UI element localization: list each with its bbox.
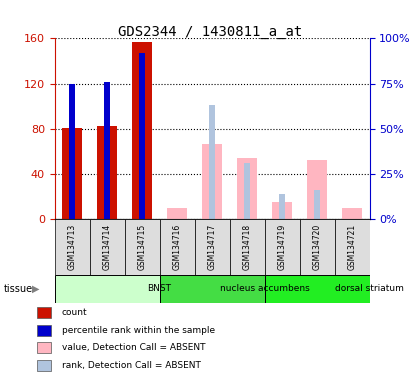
Text: tissue: tissue: [4, 284, 33, 294]
Bar: [160, 275, 265, 303]
Text: dorsal striatum: dorsal striatum: [335, 285, 404, 293]
Text: BNST: BNST: [147, 285, 172, 293]
Bar: [97, 126, 117, 219]
Bar: [265, 275, 370, 303]
Text: rank, Detection Call = ABSENT: rank, Detection Call = ABSENT: [62, 361, 201, 370]
Bar: [55, 219, 89, 275]
Bar: [37, 307, 51, 318]
Bar: [194, 219, 230, 275]
Bar: [342, 208, 362, 219]
Text: ▶: ▶: [32, 284, 39, 294]
Bar: [104, 82, 110, 219]
Bar: [63, 127, 82, 219]
Text: percentile rank within the sample: percentile rank within the sample: [62, 326, 215, 335]
Text: GDS2344 / 1430811_a_at: GDS2344 / 1430811_a_at: [118, 25, 302, 39]
Bar: [37, 342, 51, 353]
Text: nucleus accumbens: nucleus accumbens: [220, 285, 310, 293]
Bar: [307, 160, 327, 219]
Text: GSM134713: GSM134713: [68, 223, 76, 270]
Bar: [89, 219, 125, 275]
Text: GSM134716: GSM134716: [173, 223, 181, 270]
Bar: [37, 360, 51, 371]
Bar: [55, 275, 160, 303]
Bar: [69, 84, 76, 219]
Text: count: count: [62, 308, 88, 317]
Bar: [209, 105, 215, 219]
Text: GSM134720: GSM134720: [312, 223, 322, 270]
Bar: [314, 190, 320, 219]
Text: GSM134714: GSM134714: [102, 223, 112, 270]
Bar: [139, 53, 145, 219]
Text: GSM134719: GSM134719: [278, 223, 286, 270]
Bar: [37, 325, 51, 336]
Text: GSM134718: GSM134718: [243, 223, 252, 270]
Bar: [230, 219, 265, 275]
Bar: [273, 202, 292, 219]
Bar: [244, 163, 250, 219]
Bar: [335, 219, 370, 275]
Text: value, Detection Call = ABSENT: value, Detection Call = ABSENT: [62, 343, 205, 352]
Text: GSM134721: GSM134721: [348, 223, 357, 270]
Bar: [279, 194, 286, 219]
Text: GSM134715: GSM134715: [138, 223, 147, 270]
Bar: [237, 158, 257, 219]
Bar: [299, 219, 335, 275]
Text: GSM134717: GSM134717: [207, 223, 217, 270]
Bar: [168, 208, 187, 219]
Bar: [265, 219, 299, 275]
Bar: [125, 219, 160, 275]
Bar: [132, 42, 152, 219]
Bar: [202, 144, 222, 219]
Bar: [160, 219, 194, 275]
